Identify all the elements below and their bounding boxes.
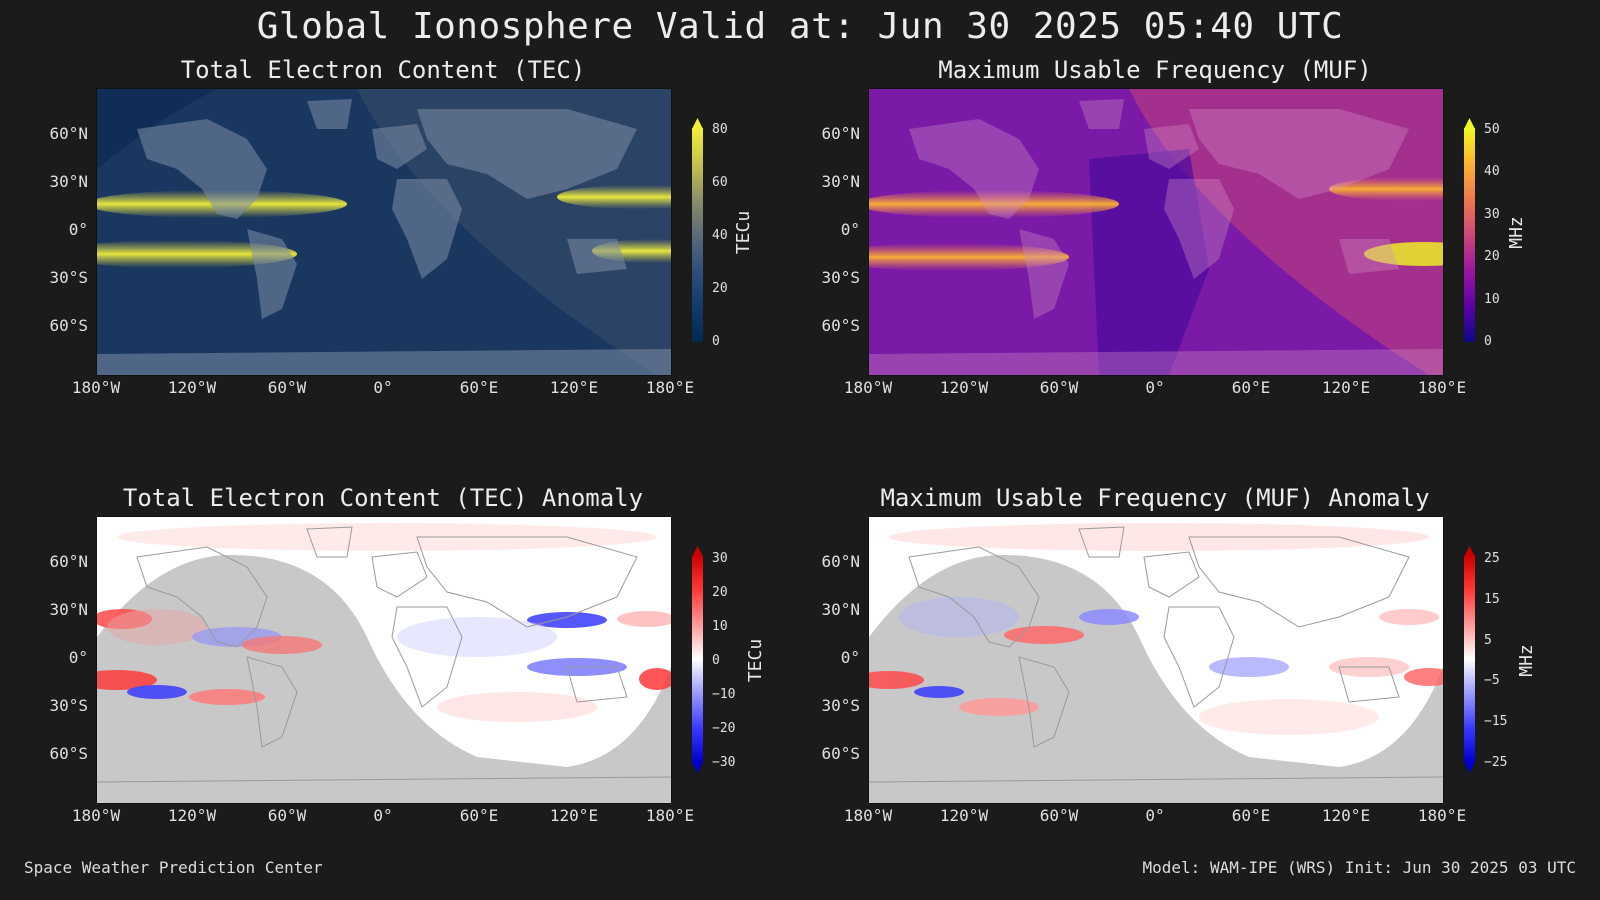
lat-label: 60°N xyxy=(821,552,860,571)
lon-label: 180°W xyxy=(71,378,121,397)
lat-label: 60°N xyxy=(49,552,88,571)
main-title: Global Ionosphere Valid at: Jun 30 2025 … xyxy=(256,6,1344,47)
lon-label: 120°W xyxy=(939,806,989,825)
muf-tick: 10 xyxy=(1484,292,1500,307)
tec-tick: 20 xyxy=(712,281,728,296)
tec-anomaly-tick: 10 xyxy=(712,619,728,634)
muf-anomaly-extend-min-icon xyxy=(1464,762,1475,773)
muf-anomaly-tick: −25 xyxy=(1484,755,1508,770)
lon-label: 60°W xyxy=(267,378,307,397)
lon-label: 0° xyxy=(373,806,393,825)
lat-label: 30°N xyxy=(821,600,860,619)
lat-label: 60°S xyxy=(821,316,860,335)
footer-model: Model: WAM-IPE (WRS) Init: Jun 30 2025 0… xyxy=(1142,858,1576,877)
muf-anomaly-unit-label: MHz xyxy=(1515,644,1537,677)
tec-colorbar-extend-icon xyxy=(692,118,703,129)
muf-anomaly-tick: 15 xyxy=(1484,592,1500,607)
tec-anomaly-title: Total Electron Content (TEC) Anomaly xyxy=(122,484,644,512)
lat-label: 60°S xyxy=(49,316,88,335)
lon-label: 60°E xyxy=(459,378,499,397)
lon-label: 60°W xyxy=(1039,806,1079,825)
lon-label: 60°W xyxy=(267,806,307,825)
muf-anomaly-tick: 5 xyxy=(1484,633,1492,648)
lon-label: 120°E xyxy=(1321,378,1371,397)
lat-label: 60°S xyxy=(49,744,88,763)
tec-anomaly-extend-min-icon xyxy=(692,762,703,773)
footer-source: Space Weather Prediction Center xyxy=(24,858,323,877)
muf-anomaly-tick: 25 xyxy=(1484,551,1500,566)
muf-title: Maximum Usable Frequency (MUF) xyxy=(938,56,1372,84)
lat-label: 30°N xyxy=(49,172,88,191)
lon-label: 180°E xyxy=(1417,378,1467,397)
lon-label: 180°W xyxy=(71,806,121,825)
muf-anomaly-map xyxy=(868,516,1444,804)
lat-label: 30°S xyxy=(49,268,88,287)
lat-label: 60°N xyxy=(821,124,860,143)
muf-colorbar-extend-icon xyxy=(1464,118,1475,129)
tec-tick: 40 xyxy=(712,228,728,243)
tec-tick: 0 xyxy=(712,334,720,349)
muf-anomaly-extend-max-icon xyxy=(1464,546,1475,557)
muf-tick: 30 xyxy=(1484,207,1500,222)
lon-label: 180°E xyxy=(645,378,695,397)
lat-label: 0° xyxy=(840,220,860,239)
tec-tick: 60 xyxy=(712,175,728,190)
lat-label: 30°S xyxy=(49,696,88,715)
lat-label: 30°N xyxy=(821,172,860,191)
lon-label: 180°W xyxy=(843,806,893,825)
muf-tick: 0 xyxy=(1484,334,1492,349)
tec-anomaly-tick: 0 xyxy=(712,653,720,668)
lon-label: 60°E xyxy=(459,806,499,825)
lon-label: 0° xyxy=(1145,378,1165,397)
lon-label: 120°E xyxy=(549,378,599,397)
muf-anomaly-tick: −15 xyxy=(1484,714,1508,729)
lon-label: 0° xyxy=(1145,806,1165,825)
lat-label: 60°N xyxy=(49,124,88,143)
muf-colorbar xyxy=(1464,128,1475,342)
tec-anomaly-unit-label: TECu xyxy=(745,638,767,683)
lon-label: 180°E xyxy=(645,806,695,825)
lon-label: 180°W xyxy=(843,378,893,397)
lon-label: 120°W xyxy=(167,378,217,397)
lon-label: 180°E xyxy=(1417,806,1467,825)
tec-anomaly-tick: −20 xyxy=(712,721,736,736)
muf-unit-label: MHz xyxy=(1505,216,1527,249)
muf-tick: 50 xyxy=(1484,122,1500,137)
tec-unit-label: TECu xyxy=(733,210,755,255)
muf-anomaly-tick: −5 xyxy=(1484,673,1500,688)
lon-label: 120°E xyxy=(549,806,599,825)
muf-tick: 40 xyxy=(1484,164,1500,179)
muf-map xyxy=(868,88,1444,376)
lat-label: 0° xyxy=(68,648,88,667)
tec-map xyxy=(96,88,672,376)
lat-label: 60°S xyxy=(821,744,860,763)
lon-label: 120°E xyxy=(1321,806,1371,825)
muf-anomaly-colorbar xyxy=(1464,556,1475,762)
lat-label: 0° xyxy=(68,220,88,239)
tec-anomaly-tick: 20 xyxy=(712,585,728,600)
tec-anomaly-tick: 30 xyxy=(712,551,728,566)
tec-anomaly-tick: −10 xyxy=(712,687,736,702)
tec-colorbar xyxy=(692,128,703,342)
lat-label: 0° xyxy=(840,648,860,667)
tec-anomaly-map xyxy=(96,516,672,804)
lat-label: 30°S xyxy=(821,268,860,287)
muf-tick: 20 xyxy=(1484,249,1500,264)
lon-label: 120°W xyxy=(167,806,217,825)
tec-tick: 80 xyxy=(712,122,728,137)
lat-label: 30°S xyxy=(821,696,860,715)
tec-title: Total Electron Content (TEC) xyxy=(180,56,586,84)
lon-label: 120°W xyxy=(939,378,989,397)
lon-label: 60°W xyxy=(1039,378,1079,397)
tec-anomaly-extend-max-icon xyxy=(692,546,703,557)
tec-anomaly-colorbar xyxy=(692,556,703,762)
tec-anomaly-tick: −30 xyxy=(712,755,736,770)
lon-label: 60°E xyxy=(1231,378,1271,397)
lat-label: 30°N xyxy=(49,600,88,619)
lon-label: 60°E xyxy=(1231,806,1271,825)
lon-label: 0° xyxy=(373,378,393,397)
muf-anomaly-title: Maximum Usable Frequency (MUF) Anomaly xyxy=(880,484,1430,512)
